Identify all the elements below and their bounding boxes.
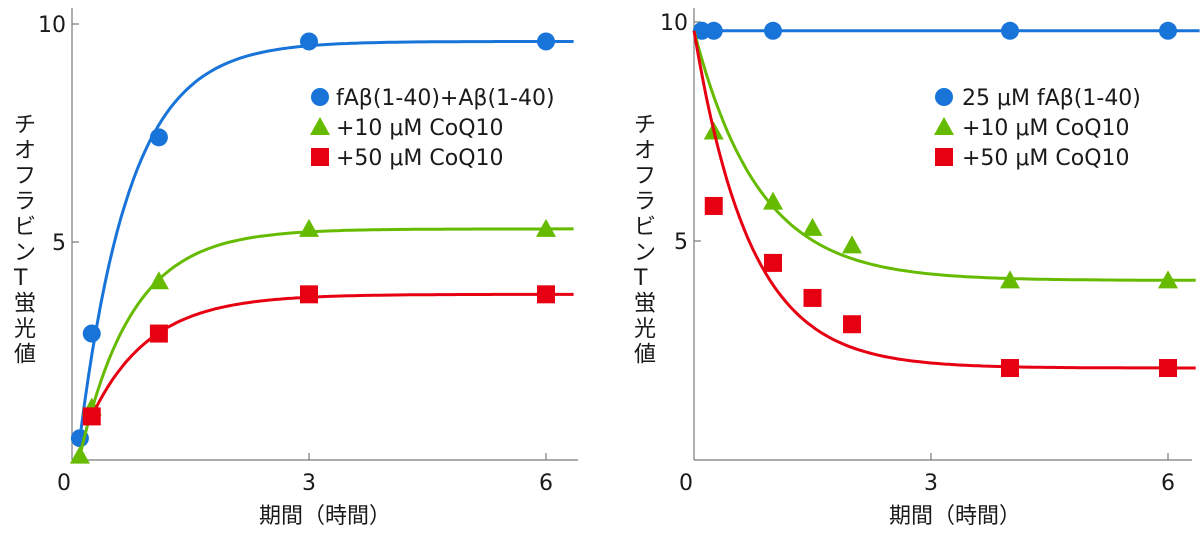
- chart-panel-left: 0 3 6 5 10 期間（時間） チオフラビン T 蛍光値 fAβ(1-40)+Aβ(1-40)…: [13, 8, 578, 529]
- legend-label: +10 μM CoQ10: [336, 116, 504, 141]
- y-tick-label: 10: [38, 13, 66, 38]
- y-axis-title-char: ン: [14, 241, 36, 266]
- data-point-circle: [149, 128, 168, 147]
- series-line-3: [90, 292, 574, 418]
- data-point-square: [704, 196, 723, 215]
- legend-marker-square: [311, 148, 329, 166]
- data-point-circle: [300, 32, 318, 51]
- x-axis-title: 期間（時間）: [259, 504, 391, 529]
- data-point-triangle: [842, 235, 862, 254]
- data-point-square: [843, 315, 861, 334]
- y-axis-title-char: チ: [634, 113, 656, 138]
- data-point-square: [764, 253, 782, 272]
- data-point-circle: [1159, 21, 1177, 40]
- data-point-circle: [764, 21, 782, 40]
- series-line-2: [78, 227, 574, 456]
- data-point-circle: [82, 324, 101, 343]
- legend-label: +10 μM CoQ10: [962, 116, 1130, 141]
- y-axis-title-char: T: [633, 266, 648, 291]
- data-point-circle: [537, 32, 555, 51]
- y-axis-title-char: ラ: [634, 190, 656, 215]
- y-axis-title-char: ビ: [634, 215, 656, 240]
- x-tick-label: 6: [1161, 471, 1175, 496]
- data-point-square: [1001, 359, 1019, 378]
- x-axis-title: 期間（時間）: [889, 504, 1021, 529]
- legend-marker-square: [935, 148, 953, 166]
- legend-label: fAβ(1-40)+Aβ(1-40): [336, 86, 555, 111]
- series-line-1: [78, 40, 574, 439]
- data-point-circle: [1001, 21, 1019, 40]
- data-point-square: [82, 407, 101, 426]
- y-axis-title: チオフラビン T 蛍光値: [633, 113, 656, 368]
- y-axis-title-char: 光: [634, 317, 656, 342]
- data-point-triangle: [1000, 270, 1020, 289]
- x-tick-label: 3: [302, 471, 316, 496]
- y-axis-title-char: 蛍: [14, 292, 36, 317]
- x-tick-label: 0: [57, 471, 71, 496]
- legend-marker-circle: [311, 88, 329, 106]
- y-tick-label: 5: [674, 230, 688, 255]
- data-point-triangle: [763, 191, 783, 210]
- data-point-triangle: [802, 217, 823, 236]
- legend-marker-triangle: [310, 117, 330, 135]
- y-axis-title-char: ビ: [14, 215, 36, 240]
- x-tick-label: 0: [679, 471, 693, 496]
- data-point-square: [149, 324, 168, 343]
- y-axis-title-char: フ: [634, 164, 656, 189]
- y-axis-title-char: ン: [634, 241, 656, 266]
- y-axis-title-char: オ: [634, 139, 656, 164]
- data-point-square: [803, 288, 822, 307]
- y-axis-title-char: T: [13, 266, 28, 291]
- y-tick-label: 10: [660, 11, 688, 36]
- y-axis-title-char: オ: [14, 139, 36, 164]
- data-point-triangle: [1158, 270, 1178, 289]
- legend-label: 25 μM fAβ(1-40): [962, 86, 1141, 111]
- legend-marker-circle: [935, 88, 953, 106]
- y-axis-title-char: フ: [14, 164, 36, 189]
- x-tick-label: 3: [924, 471, 938, 496]
- y-tick-label: 5: [52, 231, 66, 256]
- y-axis-title-char: ラ: [14, 190, 36, 215]
- x-tick-label: 6: [539, 471, 553, 496]
- data-point-triangle: [299, 218, 319, 237]
- y-axis-title-char: 値: [14, 343, 36, 368]
- legend-label: +50 μM CoQ10: [336, 146, 504, 171]
- chart-panel-right: 0 3 6 5 10 期間（時間） チオフラビン T 蛍光値 25 μM fAβ(1-40) +10…: [633, 8, 1200, 529]
- y-axis-title-char: 値: [634, 343, 656, 368]
- y-axis-title: チオフラビン T 蛍光値: [13, 113, 36, 368]
- legend-label: +50 μM CoQ10: [962, 146, 1130, 171]
- data-point-square: [1159, 359, 1177, 378]
- series-line-3: [692, 30, 1196, 370]
- legend-marker-triangle: [934, 117, 954, 135]
- y-axis-title-char: 蛍: [634, 292, 656, 317]
- data-point-triangle: [536, 218, 556, 237]
- y-axis-title-char: チ: [14, 113, 36, 138]
- data-point-circle: [704, 21, 723, 40]
- data-point-square: [537, 285, 555, 304]
- series-line-2: [692, 30, 1196, 282]
- data-point-triangle: [69, 445, 90, 464]
- data-point-triangle: [148, 271, 169, 290]
- y-axis-title-char: 光: [14, 317, 36, 342]
- data-point-square: [300, 285, 318, 304]
